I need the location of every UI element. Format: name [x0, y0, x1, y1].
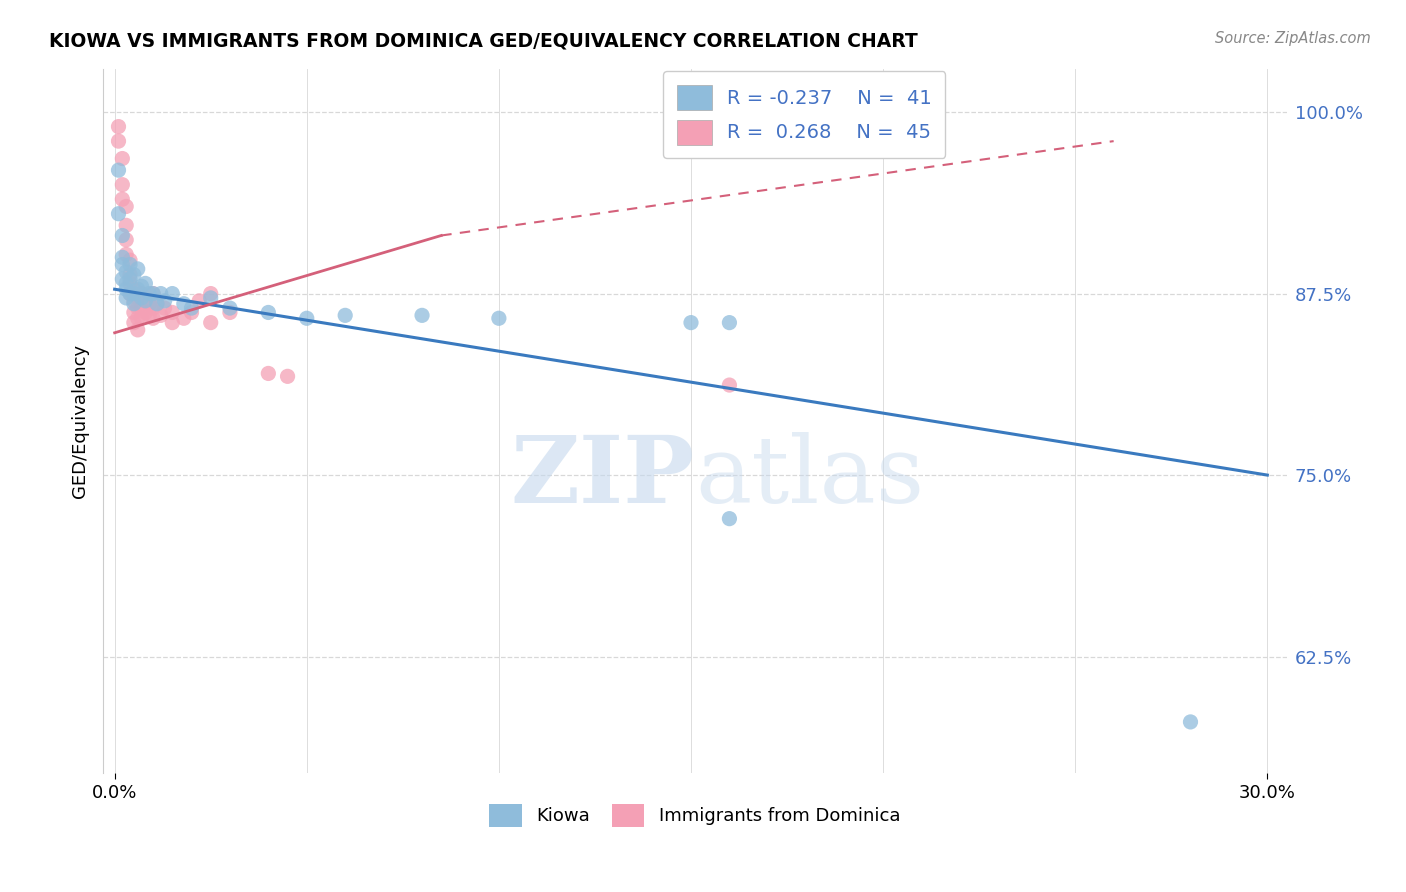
Point: [122, 282, 145, 296]
Point: [107, 207, 129, 221]
Point: [122, 297, 145, 311]
Point: [115, 219, 138, 233]
Point: [295, 311, 318, 326]
Point: [127, 311, 149, 326]
Point: [111, 192, 134, 206]
Point: [679, 316, 702, 330]
Point: [127, 323, 149, 337]
Point: [149, 286, 172, 301]
Point: [131, 301, 153, 315]
Point: [142, 286, 165, 301]
Point: [173, 311, 195, 326]
Point: [127, 291, 149, 305]
Point: [134, 305, 156, 319]
Point: [180, 301, 202, 315]
Point: [718, 511, 741, 525]
Point: [138, 297, 160, 311]
Point: [118, 286, 141, 301]
Point: [162, 305, 184, 319]
Point: [131, 286, 153, 301]
Point: [122, 293, 145, 308]
Point: [335, 309, 357, 323]
Point: [131, 279, 153, 293]
Point: [115, 282, 138, 296]
Point: [153, 293, 176, 308]
Point: [107, 120, 129, 134]
Point: [488, 311, 510, 326]
Point: [188, 293, 211, 308]
Point: [200, 291, 222, 305]
Point: [162, 286, 184, 301]
Text: atlas: atlas: [695, 432, 924, 522]
Text: ZIP: ZIP: [510, 432, 695, 522]
Point: [718, 378, 741, 392]
Point: [118, 253, 141, 268]
Point: [115, 277, 138, 291]
Point: [718, 316, 741, 330]
Point: [142, 311, 165, 326]
Point: [111, 272, 134, 286]
Point: [142, 301, 165, 315]
Point: [122, 305, 145, 319]
Point: [111, 178, 134, 192]
Point: [122, 316, 145, 330]
Point: [107, 163, 129, 178]
Point: [200, 286, 222, 301]
Point: [257, 367, 280, 381]
Point: [111, 258, 134, 272]
Point: [219, 301, 242, 315]
Text: Source: ZipAtlas.com: Source: ZipAtlas.com: [1215, 31, 1371, 46]
Point: [122, 286, 145, 301]
Point: [115, 247, 138, 261]
Point: [115, 291, 138, 305]
Point: [146, 297, 169, 311]
Point: [149, 309, 172, 323]
Point: [107, 134, 129, 148]
Point: [200, 316, 222, 330]
Point: [118, 258, 141, 272]
Point: [1180, 714, 1202, 729]
Point: [219, 305, 242, 319]
Point: [134, 277, 156, 291]
Point: [118, 286, 141, 301]
Point: [111, 152, 134, 166]
Y-axis label: GED/Equivalency: GED/Equivalency: [72, 343, 89, 498]
Point: [127, 301, 149, 315]
Point: [127, 282, 149, 296]
Point: [118, 272, 141, 286]
Point: [118, 268, 141, 282]
Point: [173, 297, 195, 311]
Point: [162, 316, 184, 330]
Legend: Kiowa, Immigrants from Dominica: Kiowa, Immigrants from Dominica: [482, 797, 907, 834]
Point: [146, 297, 169, 311]
Point: [138, 309, 160, 323]
Point: [180, 305, 202, 319]
Point: [134, 293, 156, 308]
Point: [115, 265, 138, 279]
Point: [134, 293, 156, 308]
Point: [131, 311, 153, 326]
Point: [118, 277, 141, 291]
Point: [111, 228, 134, 243]
Point: [411, 309, 433, 323]
Point: [257, 305, 280, 319]
Point: [111, 250, 134, 264]
Point: [138, 286, 160, 301]
Text: KIOWA VS IMMIGRANTS FROM DOMINICA GED/EQUIVALENCY CORRELATION CHART: KIOWA VS IMMIGRANTS FROM DOMINICA GED/EQ…: [49, 31, 918, 50]
Point: [127, 261, 149, 276]
Point: [131, 291, 153, 305]
Point: [142, 286, 165, 301]
Point: [115, 199, 138, 213]
Point: [153, 301, 176, 315]
Point: [122, 268, 145, 282]
Point: [115, 233, 138, 247]
Point: [277, 369, 299, 384]
